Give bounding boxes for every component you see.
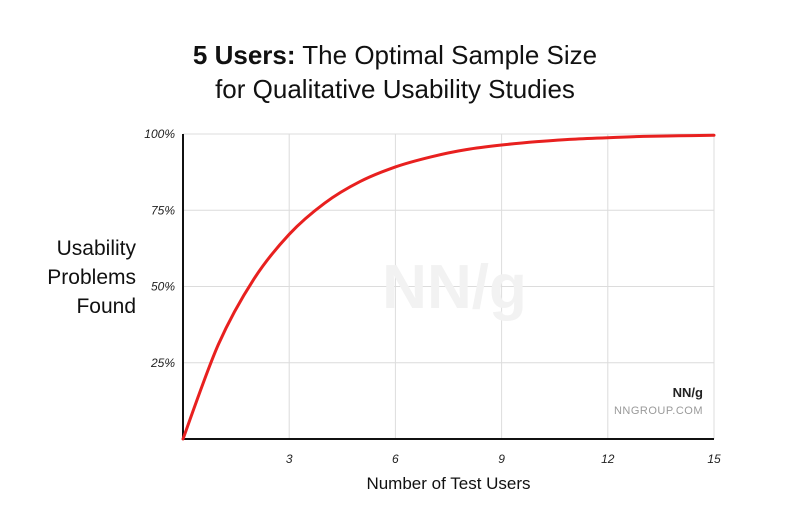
brand-url: NNGROUP.COM	[614, 405, 703, 417]
y-axis-label: Usability Problems Found	[20, 234, 136, 321]
x-tick-label: 12	[601, 452, 615, 466]
x-tick-labels: 3 6 9 12 15	[286, 452, 721, 466]
y-axis-label-line-1: Usability	[56, 237, 136, 260]
chart-title: 5 Users: The Optimal Sample Size for Qua…	[0, 38, 790, 106]
watermark: NN/g	[382, 253, 527, 322]
y-axis-label-line-3: Found	[76, 295, 136, 318]
y-tick-label: 50%	[151, 280, 175, 294]
brand-logo: NN/g	[673, 385, 703, 400]
x-tick-label: 15	[707, 452, 721, 466]
x-axis-label: Number of Test Users	[366, 474, 531, 493]
series-line	[181, 133, 716, 441]
axes	[182, 134, 714, 440]
x-tick-label: 6	[392, 452, 399, 466]
y-tick-labels: 25% 50% 75% 100%	[144, 127, 175, 370]
title-rest: The Optimal Sample Size	[302, 40, 598, 70]
x-tick-label: 3	[286, 452, 293, 466]
y-tick-label: 25%	[150, 356, 175, 370]
y-tick-label: 75%	[151, 203, 175, 217]
y-axis-label-line-2: Problems	[47, 266, 136, 289]
grid	[183, 133, 715, 439]
title-line-2: for Qualitative Usability Studies	[215, 74, 575, 104]
x-tick-label: 9	[498, 452, 505, 466]
title-bold: 5 Users:	[192, 40, 296, 70]
y-tick-label: 100%	[144, 127, 175, 141]
